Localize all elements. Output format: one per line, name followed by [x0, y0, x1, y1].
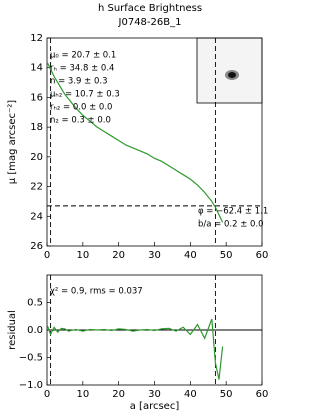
y-tick-label: 24 [30, 211, 43, 222]
x-tick-label: 10 [76, 389, 89, 400]
y-tick-label: 12 [30, 33, 43, 44]
x-tick-label: 30 [148, 389, 161, 400]
y-axis-label: residual [7, 310, 18, 350]
annotation: χ² = 0.9, rms = 0.037 [50, 287, 143, 297]
x-tick-label: 40 [184, 250, 197, 261]
y-tick-label: 18 [30, 122, 43, 133]
x-tick-label: 50 [220, 389, 233, 400]
chart-subtitle: J0748-26B_1 [118, 17, 182, 28]
x-tick-label: 10 [76, 250, 89, 261]
y-tick-label: −1.0 [19, 380, 43, 391]
x-tick-label: 50 [220, 250, 233, 261]
annotation: μₕ₂ = 10.7 ± 0.3 [50, 90, 120, 100]
y-tick-label: 0.5 [27, 298, 43, 309]
annotation: n = 3.9 ± 0.3 [50, 77, 107, 87]
y-tick-label: 20 [30, 152, 43, 163]
chart: h Surface Brightness J0748-26B_1 0 10 20 30… [7, 3, 269, 412]
x-tick-label: 0 [44, 389, 50, 400]
annotation: μ₀ = 20.7 ± 0.1 [50, 51, 116, 61]
annotation: b/a = 0.2 ± 0.0 [198, 220, 264, 230]
x-tick-label: 40 [184, 389, 197, 400]
y-tick-label: 26 [30, 241, 43, 252]
data-line [46, 61, 224, 223]
x-tick-label: 60 [256, 250, 269, 261]
annotation: φ = −62.4 ± 1.1 [198, 207, 268, 217]
annotation: rₕ = 34.8 ± 0.4 [50, 64, 114, 74]
y-axis-label: μ [mag arcsec⁻²] [7, 100, 18, 185]
x-tick-label: 30 [148, 250, 161, 261]
y-tick-label: 14 [30, 63, 43, 74]
x-tick-label: 0 [44, 250, 50, 261]
x-tick-label: 60 [256, 389, 269, 400]
galaxy-thumbnail [196, 37, 263, 104]
y-tick-label: 22 [30, 182, 43, 193]
y-tick-label: −0.5 [19, 353, 43, 364]
y-tick-label: 16 [30, 92, 43, 103]
data-line [46, 318, 224, 380]
x-tick-label: 20 [112, 389, 125, 400]
annotation: n₂ = 0.3 ± 0.0 [50, 116, 111, 126]
x-tick-label: 20 [112, 250, 125, 261]
x-axis-label: a [arcsec] [130, 401, 180, 411]
annotation: rₕ₂ = 0.0 ± 0.0 [50, 103, 112, 113]
y-tick-label: 0.0 [27, 325, 43, 336]
chart-title: h Surface Brightness [98, 3, 202, 14]
